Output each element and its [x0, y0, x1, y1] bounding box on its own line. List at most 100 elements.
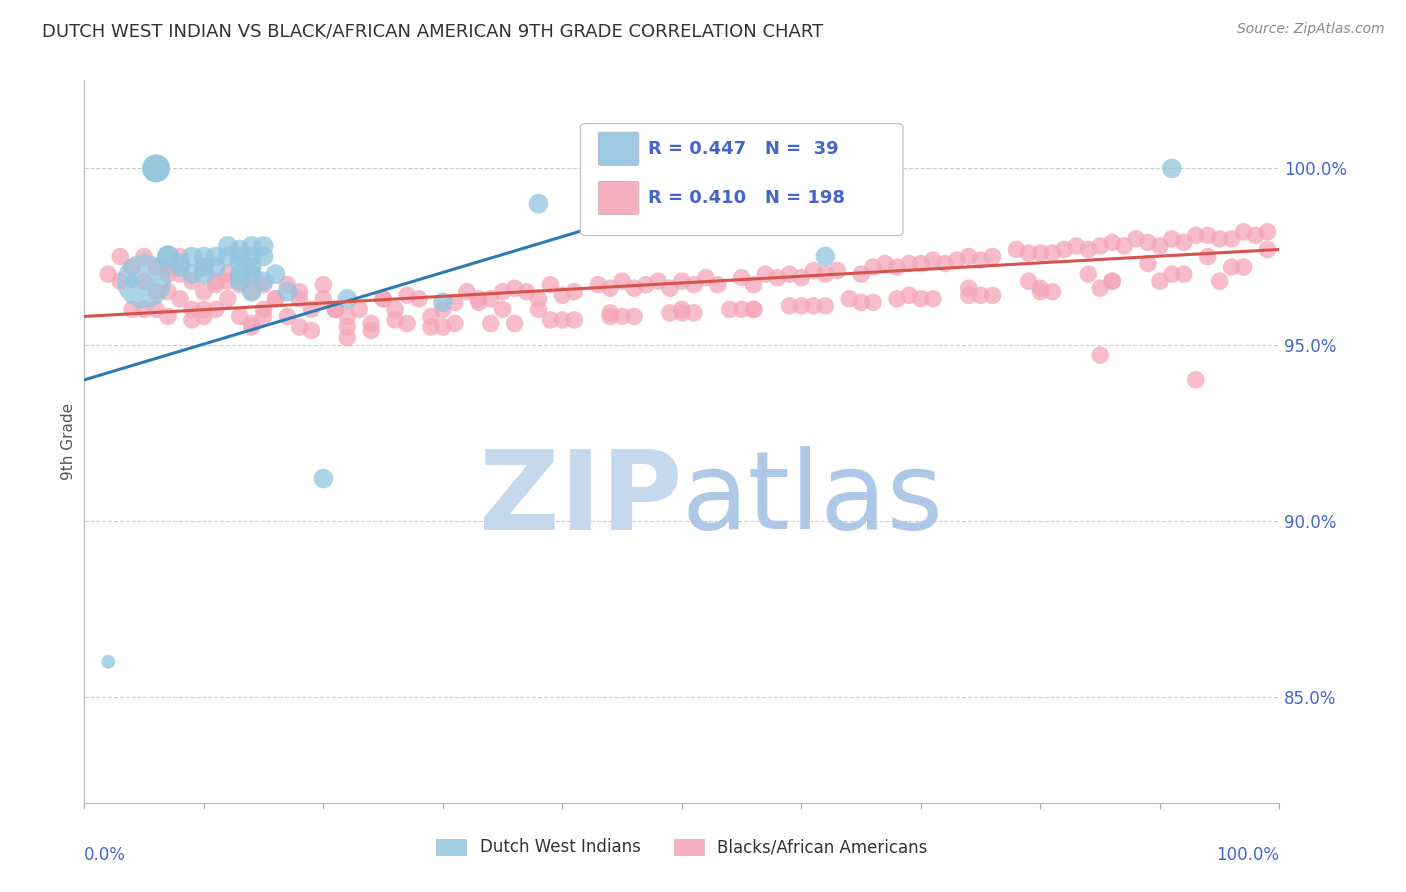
Point: [599, 306, 621, 320]
Point: [205, 302, 228, 317]
Point: [229, 274, 252, 288]
Text: 100.0%: 100.0%: [1216, 847, 1279, 864]
Point: [253, 310, 276, 324]
Point: [779, 267, 801, 281]
Point: [1149, 239, 1171, 253]
Point: [1209, 232, 1232, 246]
Point: [121, 302, 143, 317]
Point: [288, 320, 311, 334]
Point: [229, 267, 252, 281]
Point: [742, 302, 765, 317]
Point: [1161, 161, 1184, 176]
Point: [1197, 228, 1219, 243]
Point: [1185, 373, 1208, 387]
Point: [659, 306, 682, 320]
FancyBboxPatch shape: [599, 181, 638, 215]
Point: [957, 250, 980, 264]
Point: [516, 285, 538, 299]
Point: [132, 274, 156, 288]
Point: [229, 243, 252, 257]
Point: [217, 274, 239, 288]
Point: [193, 267, 215, 281]
Point: [540, 313, 562, 327]
Point: [240, 320, 263, 334]
Point: [1029, 246, 1052, 260]
Point: [659, 281, 682, 295]
Point: [360, 317, 382, 331]
Point: [468, 295, 491, 310]
Point: [277, 285, 299, 299]
Point: [312, 277, 335, 292]
Point: [157, 285, 180, 299]
Point: [479, 317, 502, 331]
FancyBboxPatch shape: [599, 132, 638, 165]
Point: [647, 274, 669, 288]
Point: [1209, 274, 1232, 288]
Point: [277, 310, 299, 324]
Point: [468, 292, 491, 306]
Point: [1077, 267, 1099, 281]
Point: [312, 292, 335, 306]
Point: [240, 260, 263, 274]
Point: [551, 288, 574, 302]
Point: [336, 330, 359, 344]
Point: [671, 306, 693, 320]
Point: [240, 239, 263, 253]
Point: [264, 267, 287, 281]
Point: [205, 277, 228, 292]
Point: [253, 277, 276, 292]
Point: [181, 274, 204, 288]
Point: [779, 299, 801, 313]
Point: [240, 285, 263, 299]
Point: [707, 277, 730, 292]
Point: [1257, 243, 1279, 257]
Point: [851, 267, 873, 281]
Point: [444, 295, 467, 310]
Point: [1066, 239, 1088, 253]
Text: atlas: atlas: [682, 446, 943, 552]
Point: [444, 317, 467, 331]
Point: [599, 310, 621, 324]
Point: [1161, 267, 1184, 281]
Point: [169, 267, 191, 281]
Point: [1137, 256, 1160, 270]
Point: [157, 310, 180, 324]
Point: [1029, 281, 1052, 295]
Legend: Dutch West Indians, Blacks/African Americans: Dutch West Indians, Blacks/African Ameri…: [430, 831, 934, 863]
Point: [301, 324, 323, 338]
Point: [551, 313, 574, 327]
Point: [814, 299, 837, 313]
Point: [922, 292, 945, 306]
Point: [1185, 228, 1208, 243]
Point: [1125, 232, 1147, 246]
Point: [432, 295, 454, 310]
Point: [1029, 285, 1052, 299]
Point: [564, 285, 586, 299]
Point: [217, 250, 239, 264]
Point: [193, 285, 215, 299]
Point: [145, 285, 167, 299]
Point: [1005, 243, 1028, 257]
Point: [97, 267, 120, 281]
Point: [898, 256, 921, 270]
Point: [910, 292, 932, 306]
Point: [910, 256, 932, 270]
Point: [527, 292, 550, 306]
Point: [229, 250, 252, 264]
Point: [384, 302, 406, 317]
Point: [253, 274, 276, 288]
Point: [277, 277, 299, 292]
Point: [612, 274, 634, 288]
Point: [132, 302, 156, 317]
Point: [373, 292, 395, 306]
Point: [1090, 239, 1112, 253]
Point: [492, 285, 515, 299]
Point: [970, 288, 993, 302]
Point: [862, 295, 884, 310]
Point: [503, 281, 526, 295]
Point: [1090, 348, 1112, 362]
Point: [229, 256, 252, 270]
Point: [803, 299, 825, 313]
Point: [790, 299, 813, 313]
Point: [193, 310, 215, 324]
